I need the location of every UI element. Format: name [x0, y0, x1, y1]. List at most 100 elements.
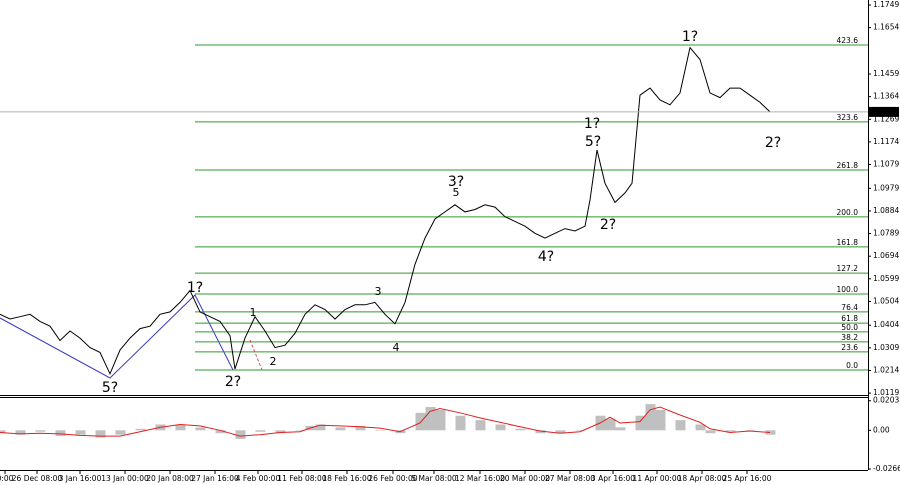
y-tick-label: 1.0884: [873, 206, 899, 215]
y-tick-label: 1.0504: [873, 296, 899, 305]
osc-bar: [335, 427, 346, 431]
fib-label: 323.6: [837, 113, 859, 122]
x-tick-label: 13 Jan 00:00: [101, 474, 149, 483]
x-tick-label: 18 Apr 08:00: [678, 474, 727, 483]
osc-bar: [0, 430, 6, 434]
fib-label: 127.2: [837, 264, 859, 273]
x-tick-label: 27 Jan 16:00: [191, 474, 239, 483]
wave-label: 2?: [600, 217, 616, 233]
osc-bar: [75, 430, 86, 435]
y-tick-label: 1.1269: [873, 114, 899, 123]
osc-bar: [435, 409, 446, 431]
y-tick-label: 1.0599: [873, 274, 899, 283]
wave-label: 2: [270, 355, 277, 368]
x-tick-label: 0:00: [0, 474, 14, 483]
wave-line-dashed: [249, 339, 263, 371]
y-tick-label: 1.0694: [873, 251, 899, 260]
osc-bar: [215, 430, 226, 434]
osc-bar: [645, 404, 656, 431]
osc-y-tick-label: 0.0203: [873, 396, 899, 405]
fib-label: 161.8: [837, 238, 859, 247]
last-price-box: [869, 106, 899, 117]
y-tick-label: 1.1174: [873, 137, 899, 146]
osc-bar: [425, 407, 436, 431]
osc-bar: [725, 430, 736, 432]
osc-bar: [455, 415, 466, 431]
osc-bar: [235, 430, 246, 440]
y-tick-label: 1.1654: [873, 23, 899, 32]
y-tick-label: 1.1459: [873, 69, 899, 78]
wave-label: 3: [375, 285, 382, 298]
osc-bar: [135, 428, 146, 431]
fib-label: 50.0: [841, 323, 858, 332]
osc-bar: [765, 430, 776, 435]
osc-bar: [355, 425, 366, 431]
wave-label: 2?: [765, 135, 781, 151]
osc-bar: [115, 430, 126, 435]
fib-label: 61.8: [841, 314, 858, 323]
x-tick-label: 20 Jan 08:00: [146, 474, 194, 483]
wave-label: 2?: [225, 374, 241, 390]
x-tick-label: 27 Mar 08:00: [545, 474, 595, 483]
wave-label: 4: [393, 341, 400, 354]
osc-signal: [0, 406, 771, 437]
wave-label: 5?: [102, 380, 118, 396]
x-tick-label: 25 Apr 16:00: [723, 474, 772, 483]
x-tick-label: 26 Dec 08:00: [12, 474, 63, 483]
x-tick-label: 11 Feb 08:00: [277, 474, 326, 483]
osc-bar: [55, 430, 66, 437]
osc-bar: [375, 430, 386, 431]
fib-label: 200.0: [837, 208, 859, 217]
wave-label: 1?: [187, 280, 203, 296]
wave-label: 1?: [682, 29, 698, 45]
osc-bar: [705, 430, 716, 434]
osc-bar: [275, 430, 286, 434]
y-tick-label: 1.0789: [873, 229, 899, 238]
osc-y-tick-label: -0.0266: [873, 464, 900, 473]
y-tick-label: 1.1749: [873, 0, 899, 9]
osc-y-tick-label: 0.00: [873, 425, 890, 434]
osc-bar: [495, 424, 506, 431]
fib-label: 23.6: [841, 343, 858, 352]
y-tick-label: 1.0404: [873, 320, 899, 329]
wave-label: 3?: [448, 174, 464, 190]
osc-bar: [615, 427, 626, 431]
fib-label: 261.8: [837, 161, 859, 170]
osc-bar: [535, 430, 546, 434]
osc-bar: [575, 430, 586, 431]
x-tick-label: 12 Mar 16:00: [455, 474, 505, 483]
x-tick-label: 5 Mar 08:00: [411, 474, 457, 483]
osc-bar: [175, 424, 186, 431]
wave-label: 4?: [538, 249, 554, 265]
y-tick-label: 1.0979: [873, 183, 899, 192]
x-tick-label: 3 Jan 16:00: [59, 474, 102, 483]
y-tick-label: 1.1364: [873, 92, 899, 101]
osc-bar: [475, 420, 486, 431]
wave-label: 1: [250, 306, 257, 319]
wave-line: [0, 294, 234, 379]
osc-bar: [695, 424, 706, 431]
osc-bar: [35, 430, 46, 432]
x-tick-label: 4 Feb 00:00: [236, 474, 281, 483]
osc-bar: [605, 418, 616, 431]
fib-label: 423.6: [837, 36, 859, 45]
y-tick-label: 1.0214: [873, 365, 899, 374]
osc-bar: [655, 409, 666, 431]
osc-bar: [515, 428, 526, 431]
fib-label: 38.2: [841, 333, 858, 342]
price-line: [0, 46, 771, 376]
osc-bar: [295, 430, 306, 431]
fib-label: 100.0: [837, 285, 859, 294]
y-tick-label: 1.0309: [873, 343, 899, 352]
x-tick-label: 3 Apr 16:00: [591, 474, 635, 483]
fib-label: 0.0: [846, 361, 858, 370]
osc-bar: [415, 412, 426, 431]
x-tick-label: 18 Feb 16:00: [322, 474, 371, 483]
x-tick-label: 11 Apr 00:00: [633, 474, 682, 483]
osc-bar: [635, 415, 646, 431]
wave-label: 5?: [585, 134, 601, 150]
osc-bar: [675, 420, 686, 431]
